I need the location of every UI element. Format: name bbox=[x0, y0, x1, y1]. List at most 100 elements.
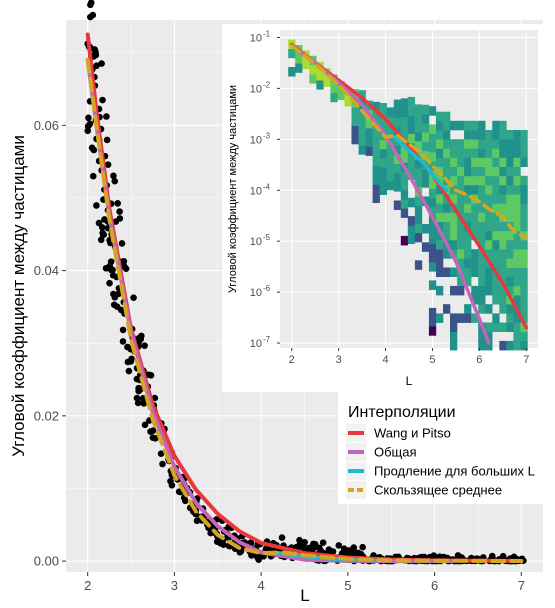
heatmap-cell bbox=[450, 285, 458, 296]
heatmap-cell bbox=[400, 98, 409, 108]
inset-x-ticks: 2 3 4 5 6 7 bbox=[289, 348, 529, 366]
heatmap-cell bbox=[386, 144, 394, 154]
inset-heatmap-cells bbox=[288, 39, 528, 351]
heatmap-cell bbox=[513, 194, 521, 204]
heatmap-cell bbox=[499, 175, 507, 186]
heatmap-cell bbox=[499, 340, 507, 351]
main-series-lines bbox=[85, 32, 524, 564]
heatmap-cell bbox=[520, 331, 528, 342]
heatmap-cell bbox=[414, 141, 423, 151]
heatmap-cell bbox=[457, 240, 465, 250]
heatmap-cell bbox=[414, 122, 423, 133]
heatmap-cell bbox=[492, 322, 500, 332]
scatter-point bbox=[168, 481, 176, 489]
main-x-tick-label: 3 bbox=[171, 578, 178, 593]
heatmap-cell bbox=[386, 162, 394, 172]
heatmap-cell bbox=[457, 313, 465, 323]
heatmap-cell bbox=[478, 139, 486, 149]
heatmap-cell bbox=[478, 340, 486, 351]
heatmap-cell bbox=[372, 193, 380, 203]
heatmap-cell bbox=[471, 139, 479, 149]
heatmap-cell bbox=[464, 148, 472, 158]
heatmap-cell bbox=[323, 77, 331, 87]
heatmap-cell bbox=[520, 185, 528, 195]
inset-line-3 bbox=[289, 43, 529, 239]
heatmap-cell bbox=[520, 267, 528, 277]
heatmap-cell bbox=[464, 203, 472, 213]
main-x-tick-label: 6 bbox=[431, 578, 438, 593]
scatter-point bbox=[107, 258, 115, 265]
main-x-tick-label: 4 bbox=[258, 578, 265, 593]
heatmap-cell bbox=[457, 185, 465, 195]
heatmap-cell bbox=[506, 340, 514, 351]
heatmap-cell bbox=[450, 230, 458, 241]
inset-x-tick-label: 7 bbox=[523, 354, 529, 366]
inset-y-tick-exponent: -2 bbox=[263, 80, 271, 89]
heatmap-cell bbox=[457, 194, 465, 204]
heatmap-cell bbox=[386, 125, 394, 136]
heatmap-cell bbox=[393, 154, 402, 165]
heatmap-cell bbox=[478, 203, 486, 213]
heatmap-cell bbox=[499, 130, 507, 140]
scatter-point bbox=[117, 306, 125, 314]
heatmap-cell bbox=[485, 322, 493, 332]
heatmap-cell bbox=[428, 124, 437, 134]
heatmap-cell bbox=[457, 221, 465, 232]
main-y-ticks: 0.00 0.02 0.04 0.06 bbox=[34, 118, 66, 569]
heatmap-cell bbox=[506, 175, 514, 186]
heatmap-cell bbox=[358, 145, 366, 155]
heatmap-cell bbox=[464, 313, 472, 323]
heatmap-cell bbox=[428, 326, 437, 336]
heatmap-cell bbox=[471, 295, 479, 305]
heatmap-cell bbox=[443, 111, 451, 122]
heatmap-cell bbox=[471, 166, 479, 177]
heatmap-cell bbox=[513, 249, 521, 259]
main-y-tick-label: 0.00 bbox=[34, 554, 59, 569]
scatter-point bbox=[98, 60, 105, 67]
heatmap-cell bbox=[513, 331, 521, 342]
heatmap-cell bbox=[492, 276, 500, 287]
heatmap-cell bbox=[513, 166, 521, 177]
heatmap-cell bbox=[478, 120, 486, 131]
heatmap-cell bbox=[436, 240, 444, 250]
inset-y-tick-label: 10 bbox=[250, 134, 262, 146]
heatmap-cell bbox=[506, 304, 514, 314]
scatter-point bbox=[111, 294, 119, 301]
heatmap-cell bbox=[450, 221, 458, 232]
heatmap-cell bbox=[372, 175, 380, 185]
scatter-point bbox=[103, 136, 111, 144]
heatmap-cell bbox=[464, 185, 472, 195]
heatmap-cell bbox=[520, 295, 528, 305]
heatmap-cell bbox=[506, 285, 514, 296]
heatmap-cell bbox=[506, 130, 514, 140]
heatmap-cell bbox=[492, 249, 500, 259]
heatmap-cell bbox=[485, 230, 493, 241]
heatmap-cell bbox=[499, 230, 507, 241]
heatmap-cell bbox=[464, 139, 472, 149]
heatmap-cell bbox=[471, 230, 479, 241]
heatmap-cell bbox=[506, 185, 514, 195]
heatmap-cell bbox=[428, 179, 437, 190]
heatmap-cell bbox=[478, 130, 486, 140]
heatmap-cell bbox=[450, 212, 458, 222]
heatmap-cell bbox=[421, 150, 430, 161]
heatmap-cell bbox=[450, 175, 458, 186]
heatmap-cell bbox=[421, 123, 430, 133]
heatmap-cell bbox=[513, 130, 521, 140]
heatmap-cell bbox=[428, 207, 437, 217]
heatmap-cell bbox=[288, 67, 296, 77]
heatmap-cell bbox=[428, 280, 437, 290]
heatmap-cell bbox=[513, 322, 521, 332]
scatter-point bbox=[110, 172, 117, 180]
scatter-point bbox=[141, 342, 148, 349]
scatter-point bbox=[95, 219, 103, 227]
inset-line-2 bbox=[393, 135, 449, 193]
scatter-point bbox=[135, 387, 142, 395]
heatmap-cell bbox=[499, 258, 507, 268]
heatmap-cell bbox=[478, 276, 486, 287]
heatmap-cell bbox=[443, 157, 451, 167]
heatmap-cell bbox=[414, 214, 423, 224]
heatmap-cell bbox=[492, 313, 500, 323]
heatmap-cell bbox=[464, 240, 472, 250]
